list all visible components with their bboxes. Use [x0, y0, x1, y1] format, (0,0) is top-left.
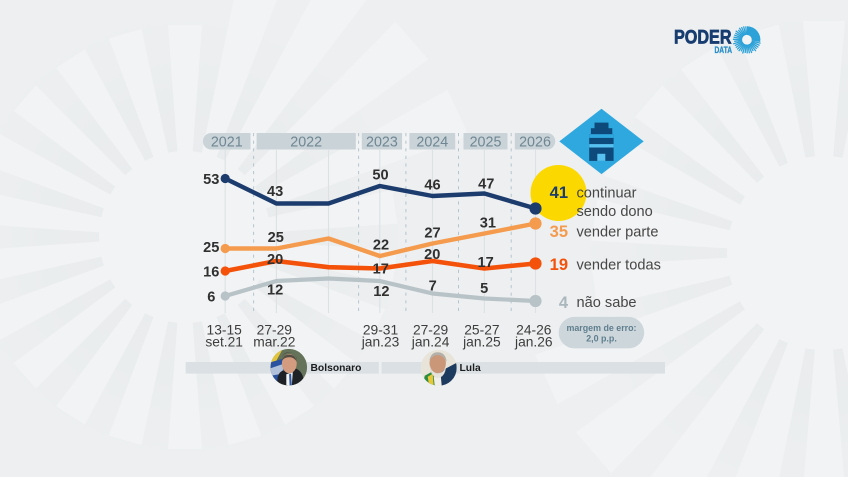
svg-text:53: 53 — [203, 172, 219, 188]
svg-text:50: 50 — [372, 167, 388, 183]
svg-text:29-31: 29-31 — [363, 322, 398, 337]
svg-text:sendo dono: sendo dono — [577, 204, 653, 220]
svg-text:não sabe: não sabe — [577, 295, 637, 311]
svg-text:mar.22: mar.22 — [253, 335, 295, 350]
svg-text:46: 46 — [424, 177, 440, 193]
svg-text:continuar: continuar — [577, 186, 637, 202]
svg-text:12: 12 — [373, 284, 389, 300]
svg-text:19: 19 — [550, 256, 568, 274]
svg-text:27: 27 — [424, 225, 440, 241]
svg-text:2021: 2021 — [211, 134, 243, 150]
svg-text:2023: 2023 — [366, 134, 398, 150]
svg-text:vender parte: vender parte — [577, 224, 659, 240]
svg-text:2025: 2025 — [470, 134, 502, 150]
svg-text:jan.26: jan.26 — [514, 335, 553, 350]
svg-text:41: 41 — [550, 184, 568, 202]
svg-text:17: 17 — [477, 255, 493, 271]
svg-text:set.21: set.21 — [205, 335, 243, 350]
svg-text:vender todas: vender todas — [577, 258, 661, 274]
svg-text:margem de erro:: margem de erro: — [566, 323, 636, 333]
svg-text:12: 12 — [267, 282, 283, 298]
svg-text:2026: 2026 — [519, 134, 551, 150]
svg-text:6: 6 — [207, 290, 215, 306]
svg-text:31: 31 — [480, 215, 496, 231]
svg-text:Bolsonaro: Bolsonaro — [311, 363, 362, 374]
svg-text:27-29: 27-29 — [413, 322, 449, 337]
svg-text:25: 25 — [268, 230, 284, 246]
svg-text:jan.23: jan.23 — [361, 335, 400, 350]
svg-text:PODER: PODER — [674, 26, 732, 48]
svg-text:20: 20 — [424, 247, 440, 263]
svg-text:20: 20 — [267, 252, 283, 268]
svg-text:47: 47 — [478, 177, 494, 193]
svg-text:DATA: DATA — [715, 45, 733, 55]
svg-text:17: 17 — [373, 262, 389, 278]
svg-text:27-29: 27-29 — [257, 322, 293, 337]
svg-text:7: 7 — [429, 279, 437, 295]
svg-text:25: 25 — [203, 240, 219, 256]
svg-text:5: 5 — [480, 281, 488, 297]
svg-text:13-15: 13-15 — [207, 322, 243, 337]
svg-text:2,0 p.p.: 2,0 p.p. — [586, 334, 617, 344]
svg-text:jan.25: jan.25 — [462, 335, 501, 350]
svg-text:4: 4 — [559, 294, 569, 312]
svg-text:Lula: Lula — [460, 363, 481, 374]
svg-text:2024: 2024 — [416, 134, 448, 150]
svg-text:22: 22 — [373, 238, 389, 254]
svg-text:25-27: 25-27 — [464, 322, 499, 337]
svg-text:43: 43 — [267, 184, 283, 200]
svg-text:jan.24: jan.24 — [411, 335, 450, 350]
svg-text:24-26: 24-26 — [516, 322, 552, 337]
svg-text:35: 35 — [550, 223, 568, 241]
svg-text:2022: 2022 — [290, 134, 322, 150]
svg-text:16: 16 — [203, 265, 219, 281]
